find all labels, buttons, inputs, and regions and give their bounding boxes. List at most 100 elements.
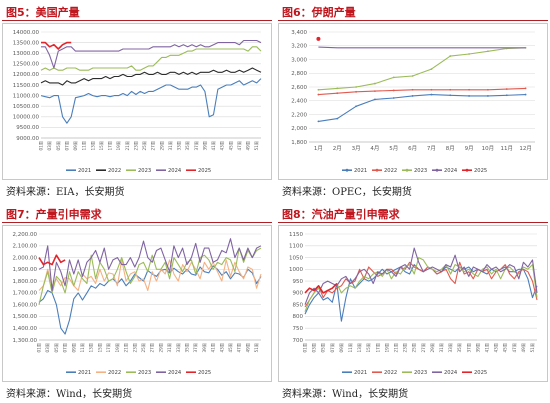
y-tick-label: 850	[293, 302, 304, 308]
y-tick-label: 950	[293, 279, 304, 285]
series-point-2021	[487, 95, 489, 97]
panel-title-bar: 图5：美国产量	[2, 3, 272, 21]
x-tick-label: 5月	[389, 145, 398, 152]
x-tick-label: 17周	[375, 343, 381, 353]
x-tick-label: 25周	[412, 343, 418, 353]
legend-marker-2025	[465, 168, 469, 172]
x-tick-label: 31周	[439, 343, 445, 353]
y-tick-label: 900	[293, 291, 304, 297]
series-point-2022	[317, 93, 320, 96]
legend-marker-2024	[435, 168, 439, 172]
x-tick-label: 10月	[482, 145, 495, 152]
y-tick-label: 2,000	[291, 126, 307, 132]
series-line-2024	[318, 46, 526, 49]
x-tick-label: 37周	[466, 343, 472, 353]
legend-label: 2021	[354, 370, 367, 376]
series-line-2025	[41, 41, 72, 50]
panel-title: 图8：汽油产量引申需求	[282, 208, 400, 221]
y-tick-label: 1150	[289, 232, 303, 238]
series-point-2021	[355, 105, 357, 108]
x-tick-label: 35周	[457, 343, 463, 353]
x-tick-label: 09周	[339, 343, 345, 353]
legend-label: 2021	[78, 370, 91, 376]
series-point-2022	[449, 88, 452, 91]
panel-title: 图6：伊朗产量	[282, 6, 356, 19]
series-line-2021	[38, 265, 262, 335]
x-tick-label: 33周	[176, 343, 182, 353]
x-tick-label: 01周	[39, 141, 45, 151]
series-line-2022	[318, 87, 526, 96]
x-tick-label: 47周	[237, 141, 243, 151]
x-tick-label: 23周	[403, 343, 409, 353]
x-tick-label: 09周	[73, 141, 79, 151]
series-line-2025	[38, 254, 66, 266]
x-tick-label: 39周	[202, 141, 208, 151]
x-tick-label: 49周	[521, 343, 527, 353]
panel-title-bar: 图7：产量引申需求	[2, 205, 272, 223]
series-point-2021	[411, 95, 414, 97]
x-tick-label: 43周	[220, 141, 226, 151]
x-tick-label: 23周	[133, 141, 139, 151]
panel-title: 图7：产量引申需求	[6, 208, 102, 221]
series-point-2023	[336, 87, 339, 90]
x-tick-label: 35周	[185, 141, 191, 151]
line-chart: 9000.00 9500.00 10000.00 10500.00 11000.00 11…	[13, 30, 262, 174]
series-point-2023	[411, 75, 414, 77]
legend-label: 2024	[168, 168, 182, 174]
x-tick-label: 12月	[519, 145, 532, 152]
x-tick-label: 49周	[246, 141, 252, 151]
x-tick-label: 21周	[125, 141, 131, 151]
legend-label: 2022	[384, 168, 397, 174]
series-point-2025	[316, 36, 321, 41]
legend-label: 2023	[414, 168, 427, 174]
x-tick-label: 29周	[430, 343, 436, 353]
x-tick-label: 25周	[141, 343, 147, 353]
y-tick-label: 1,900.00	[13, 267, 38, 273]
legend-marker-2022	[375, 168, 379, 172]
x-tick-label: 29周	[159, 141, 165, 151]
x-tick-label: 11周	[82, 141, 88, 151]
x-tick-label: 09周	[71, 343, 77, 353]
y-tick-label: 14000.00	[13, 30, 40, 36]
x-tick-label: 05周	[56, 141, 62, 151]
legend-label: 2025	[198, 168, 211, 174]
x-tick-label: 8月	[446, 145, 455, 152]
y-tick-label: 1,800	[291, 140, 307, 146]
x-tick-label: 01周	[37, 343, 43, 353]
y-tick-label: 3,200	[291, 44, 307, 50]
series-point-2021	[374, 98, 376, 101]
legend-label: 2024	[444, 168, 458, 174]
series-line-2022	[304, 261, 538, 308]
series-line-2023	[318, 47, 526, 91]
x-tick-label: 45周	[228, 141, 234, 151]
x-tick-label: 21周	[393, 343, 399, 353]
y-tick-label: 2,400	[291, 99, 307, 105]
legend-marker-2021	[345, 168, 349, 172]
legend-label: 2025	[474, 370, 487, 376]
series-line-2022	[38, 259, 262, 292]
y-tick-label: 11000.00	[13, 93, 40, 99]
y-tick-label: 3,000	[291, 57, 307, 63]
series-line-2024	[38, 238, 262, 292]
y-tick-label: 10500.00	[13, 104, 40, 110]
x-tick-label: 41周	[211, 343, 217, 353]
x-tick-label: 01周	[303, 343, 309, 353]
legend-label: 2023	[138, 370, 151, 376]
panel-title: 图5：美国产量	[6, 6, 80, 19]
y-tick-label: 9500.00	[16, 125, 39, 131]
x-tick-label: 11周	[80, 343, 86, 353]
legend-label: 2023	[138, 168, 151, 174]
series-point-2023	[449, 55, 452, 57]
series-line-2022	[40, 67, 262, 86]
y-tick-label: 2,600	[291, 85, 307, 91]
x-tick-label: 45周	[503, 343, 509, 353]
x-tick-label: 27周	[151, 141, 157, 151]
x-tick-label: 31周	[167, 343, 173, 353]
x-tick-label: 33周	[177, 141, 183, 151]
series-line-2021	[40, 78, 262, 124]
chart-frame: 9000.00 9500.00 10000.00 10500.00 11000.00 11…	[2, 23, 272, 180]
legend-label: 2024	[168, 370, 182, 376]
series-point-2022	[411, 88, 414, 91]
y-tick-label: 1,600.00	[13, 302, 38, 308]
x-tick-label: 13周	[90, 141, 96, 151]
